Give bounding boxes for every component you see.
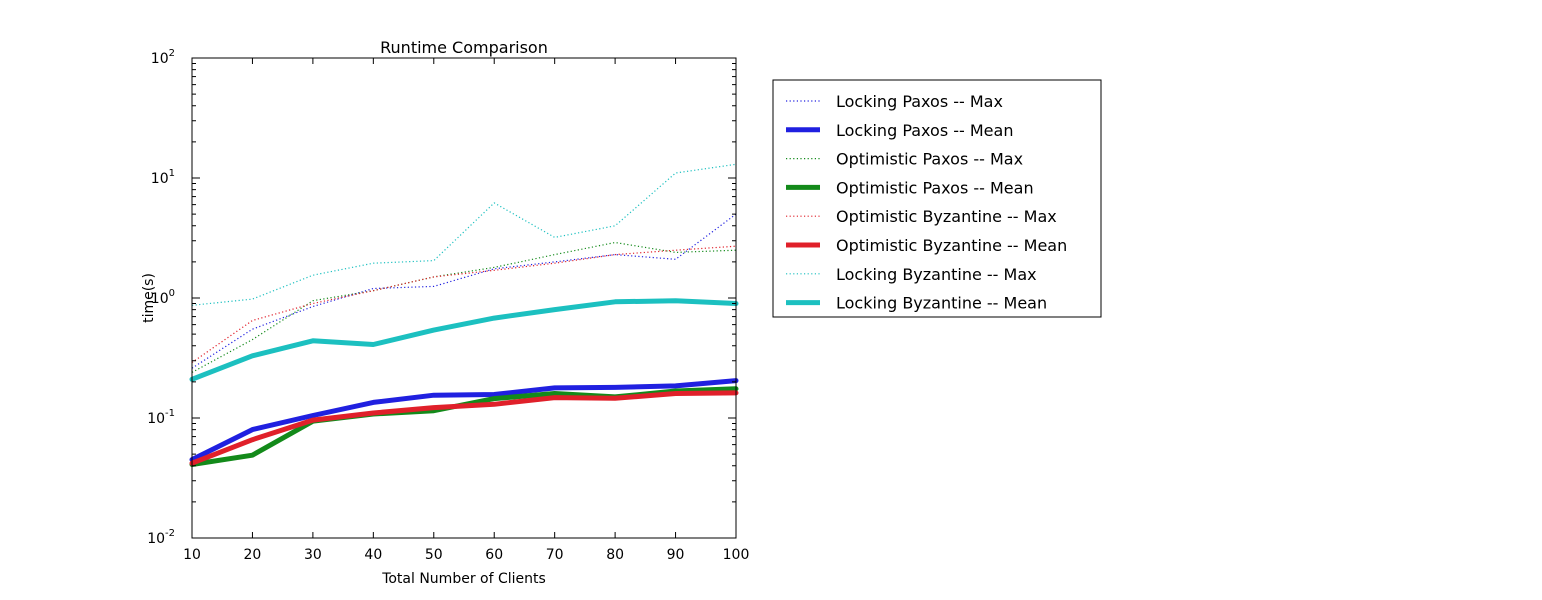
series-line-locking-byzantine-max <box>191 163 737 306</box>
series-line-optimistic-paxos-max <box>191 241 737 373</box>
x-tick-label: 20 <box>244 547 262 563</box>
series-line-locking-byzantine-mean <box>189 298 739 382</box>
x-tick-label: 80 <box>606 547 624 563</box>
x-axis-label: Total Number of Clients <box>381 571 546 587</box>
series-line-optimistic-byzantine-mean <box>189 390 739 466</box>
series-line-locking-paxos-mean <box>189 378 739 463</box>
x-tick-label: 50 <box>425 547 443 563</box>
x-tick-label: 70 <box>546 547 564 563</box>
legend-label-optimistic-byzantine-mean: Optimistic Byzantine -- Mean <box>836 236 1067 255</box>
legend-label-locking-byzantine-mean: Locking Byzantine -- Mean <box>836 294 1047 313</box>
y-tick-label: 102 <box>151 48 175 67</box>
legend-label-locking-paxos-max: Locking Paxos -- Max <box>836 92 1003 111</box>
y-tick-label: 100 <box>151 288 175 307</box>
series-line-optimistic-byzantine-max <box>191 245 737 363</box>
y-tick-label: 101 <box>151 168 175 187</box>
legend-label-locking-byzantine-max: Locking Byzantine -- Max <box>836 265 1037 284</box>
series-layer <box>189 163 739 467</box>
y-tick-label: 10-1 <box>147 408 175 427</box>
legend-box <box>772 79 1102 318</box>
x-tick-label: 10 <box>183 547 201 563</box>
legend: Locking Paxos -- Max Locking Paxos -- Mea… <box>772 79 1102 318</box>
x-tick-label: 60 <box>485 547 503 563</box>
tick-layer: 10 20 30 40 50 60 70 80 90 100 10-2 10-1 100 101 102 <box>147 48 749 563</box>
x-tick-label: 90 <box>667 547 685 563</box>
x-tick-label: 40 <box>364 547 382 563</box>
legend-label-optimistic-paxos-mean: Optimistic Paxos -- Mean <box>836 178 1034 197</box>
y-tick-label: 10-2 <box>147 528 175 547</box>
plot-frame <box>191 57 737 539</box>
legend-label-locking-paxos-mean: Locking Paxos -- Mean <box>836 121 1013 140</box>
chart-title: Runtime Comparison <box>380 38 548 57</box>
legend-label-optimistic-byzantine-max: Optimistic Byzantine -- Max <box>836 207 1057 226</box>
legend-label-optimistic-paxos-max: Optimistic Paxos -- Max <box>836 150 1023 169</box>
x-tick-label: 30 <box>304 547 322 563</box>
x-tick-label: 100 <box>723 547 750 563</box>
y-axis-label: time(s) <box>141 273 157 323</box>
